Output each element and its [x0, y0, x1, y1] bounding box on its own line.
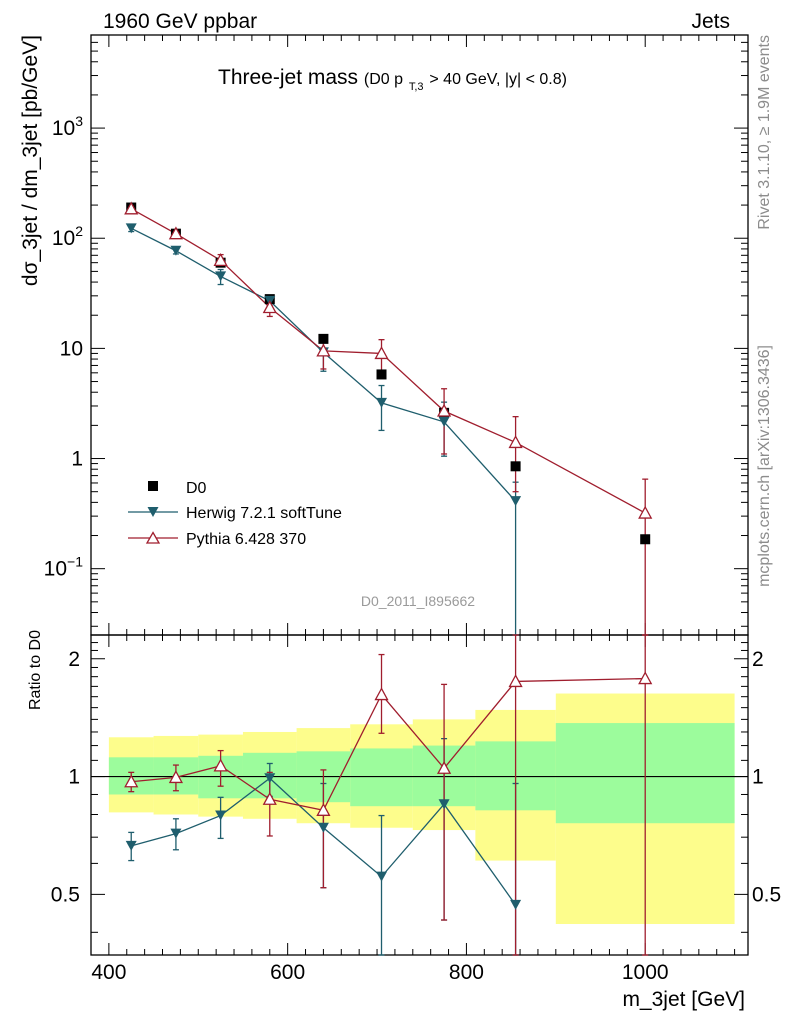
herwig-ratio-point — [264, 773, 276, 784]
legend-marker-herwig — [147, 507, 159, 517]
pythia-main-point — [316, 343, 331, 357]
pythia-main-point — [168, 226, 184, 240]
ratio-uncertainty-bands — [91, 693, 748, 925]
pythia-main-point — [262, 300, 277, 314]
legend: D0 Herwig 7.2.1 softTune Pythia 6.428 37… — [128, 480, 342, 548]
herwig-ratio-point — [170, 828, 182, 839]
title-main: Three-jet mass — [218, 66, 358, 89]
pythia-main-point — [124, 201, 139, 215]
herwig-ratio-line — [131, 777, 517, 906]
tick-label-base: 10 — [52, 117, 75, 140]
pythia-ratio-point — [374, 687, 389, 701]
plot-frames — [90, 34, 749, 956]
herwig-main-point — [125, 223, 137, 234]
d0-data-point — [640, 534, 651, 545]
ratio-y-tick-label-right: 2 — [752, 648, 764, 671]
herwig-ratio-point — [376, 871, 388, 882]
tick-label-base: 10 — [44, 558, 67, 581]
main-y-tick-label: 10−1 — [44, 554, 84, 581]
title-cut-subscript: T,3 — [409, 81, 424, 93]
x-axis-label: m_3jet [GeV] — [622, 988, 745, 1011]
side-label-rivet: Rivet 3.1.10, ≥ 1.9M events — [756, 35, 773, 230]
title-cut-suffix: > 40 GeV, |y| < 0.8) — [429, 71, 567, 88]
x-tick-label: 800 — [449, 961, 484, 984]
pythia-main-point — [213, 252, 228, 266]
herwig-main-point — [376, 397, 388, 408]
pythia-main-point — [508, 435, 523, 449]
legend-label-herwig: Herwig 7.2.1 softTune — [186, 505, 342, 522]
x-tick-label: 600 — [270, 961, 305, 984]
herwig-ratio-point — [125, 840, 137, 851]
pythia-ratio-point — [638, 671, 653, 685]
herwig-main-point — [438, 416, 450, 427]
x-tick-label: 1000 — [622, 961, 669, 984]
main-y-tick-label: 10 — [60, 337, 83, 360]
tick-label-exponent: 2 — [75, 223, 83, 239]
herwig-ratio-point — [510, 899, 522, 910]
watermark: D0_2011_I895662 — [361, 593, 475, 609]
herwig-main-point — [170, 245, 182, 256]
chart-title: Three-jet mass (D0 p T,3 > 40 GeV, |y| <… — [218, 66, 567, 95]
tick-label-exponent: 3 — [75, 113, 83, 129]
data-series — [124, 201, 653, 956]
d0-data-point — [376, 369, 387, 380]
ratio-y-axis-label: Ratio to D0 — [27, 630, 44, 710]
pythia-ratio-point — [124, 774, 139, 788]
pythia-main-point — [436, 403, 452, 417]
tick-label-exponent: −1 — [67, 554, 83, 570]
y-axis-label: dσ_3jet / dm_3jet [pb/GeV] — [19, 35, 42, 286]
pythia-ratio-point — [168, 770, 184, 784]
legend-marker-d0 — [148, 481, 158, 491]
d0-data-point — [510, 461, 521, 472]
herwig-ratio-point — [438, 799, 450, 810]
ratio-y-tick-label-left: 2 — [68, 648, 80, 671]
herwig-ratio-point — [215, 810, 227, 821]
ratio-y-tick-label-right: 1 — [752, 766, 764, 789]
legend-label-pythia: Pythia 6.428 370 — [186, 531, 306, 548]
pythia-ratio-point — [262, 791, 277, 805]
pythia-ratio-point — [436, 760, 452, 774]
x-tick-label: 400 — [91, 961, 126, 984]
title-cut-prefix: (D0 p — [364, 71, 403, 88]
side-label-mcplots: mcplots.cern.ch [arXiv:1306.3436] — [756, 345, 773, 587]
pythia-ratio-point — [316, 802, 331, 816]
herwig-main-line — [130, 227, 517, 502]
pythia-main-line — [130, 208, 646, 514]
main-y-tick-label: 102 — [52, 223, 83, 250]
herwig-ratio-point — [317, 822, 329, 833]
header-right: Jets — [691, 10, 730, 33]
herwig-main-point — [215, 271, 227, 282]
green-band-bin — [350, 748, 413, 807]
pythia-ratio-point — [508, 674, 523, 688]
ratio-y-tick-label-left: 1 — [68, 766, 80, 789]
header-left: 1960 GeV ppbar — [103, 10, 257, 33]
main-y-tick-label: 1 — [71, 448, 83, 471]
tick-label-base: 10 — [52, 227, 75, 250]
ratio-plot-frame — [90, 634, 749, 956]
ratio-y-tick-label-left: 0.5 — [51, 883, 80, 906]
pythia-ratio-point — [213, 758, 228, 772]
legend-marker-pythia — [145, 531, 161, 544]
legend-label-d0: D0 — [186, 480, 207, 497]
d0-data-point — [318, 333, 329, 344]
pythia-main-point — [638, 505, 653, 519]
ratio-y-tick-label-right: 0.5 — [752, 883, 781, 906]
herwig-main-point — [510, 496, 522, 507]
main-y-tick-label: 103 — [52, 113, 83, 140]
pythia-main-point — [374, 346, 389, 360]
